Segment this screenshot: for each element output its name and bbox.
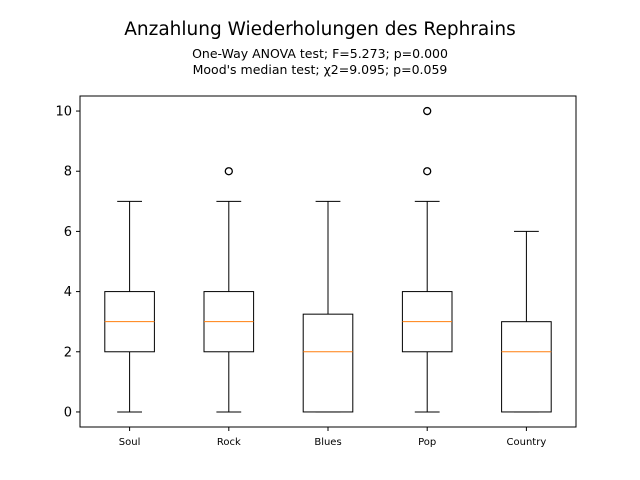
box-group-country [501, 230, 552, 413]
y-tick-label: 2 [64, 345, 72, 360]
outlier-point [224, 167, 233, 176]
x-tick-label: Pop [418, 437, 436, 448]
y-tick-label: 0 [64, 405, 72, 420]
box-group-rock [203, 167, 255, 413]
box-group-pop [401, 106, 453, 413]
chart-title: Anzahlung Wiederholungen des Rephrains [124, 19, 516, 40]
y-tick-label: 6 [64, 225, 72, 240]
x-tick-label: Blues [314, 437, 341, 448]
outlier-point [423, 106, 432, 116]
box-group-soul [104, 200, 155, 413]
y-tick-label: 4 [64, 285, 72, 300]
box-iqr [302, 313, 354, 413]
y-tick-label: 10 [55, 105, 72, 120]
chart-subtitle-mood: Mood's median test; χ2=9.095; p=0.059 [192, 62, 448, 77]
x-tick-label: Rock [217, 437, 241, 448]
box-group-blues [302, 200, 354, 413]
outlier-point [423, 167, 432, 176]
y-tick-label: 8 [64, 165, 72, 180]
box-iqr [501, 321, 552, 413]
chart-subtitle-anova: One-Way ANOVA test; F=5.273; p=0.000 [192, 46, 448, 61]
x-tick-label: Country [507, 437, 547, 448]
x-tick-label: Soul [119, 437, 141, 448]
